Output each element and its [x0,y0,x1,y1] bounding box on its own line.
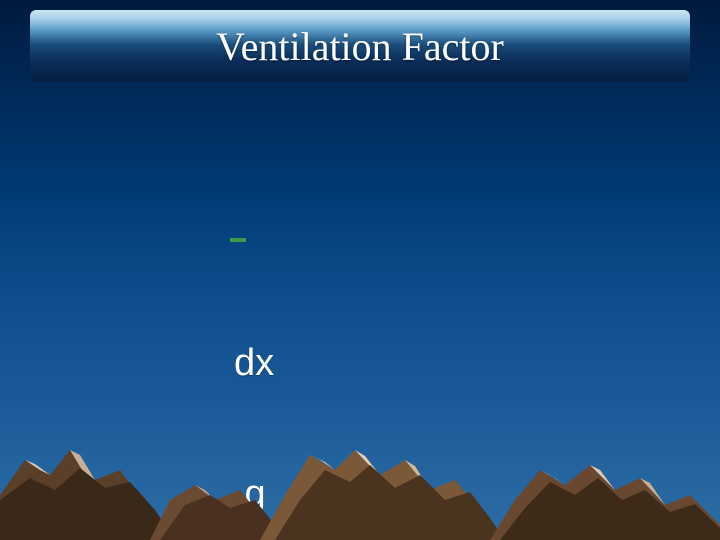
bullet-dash [230,238,246,242]
title-bar: Ventilation Factor [30,10,690,82]
slide-container: Ventilation Factor dx g / m i [0,0,720,540]
mountain-graphic [0,400,720,540]
text-line-1: dx [234,342,276,386]
slide-title: Ventilation Factor [216,23,504,70]
